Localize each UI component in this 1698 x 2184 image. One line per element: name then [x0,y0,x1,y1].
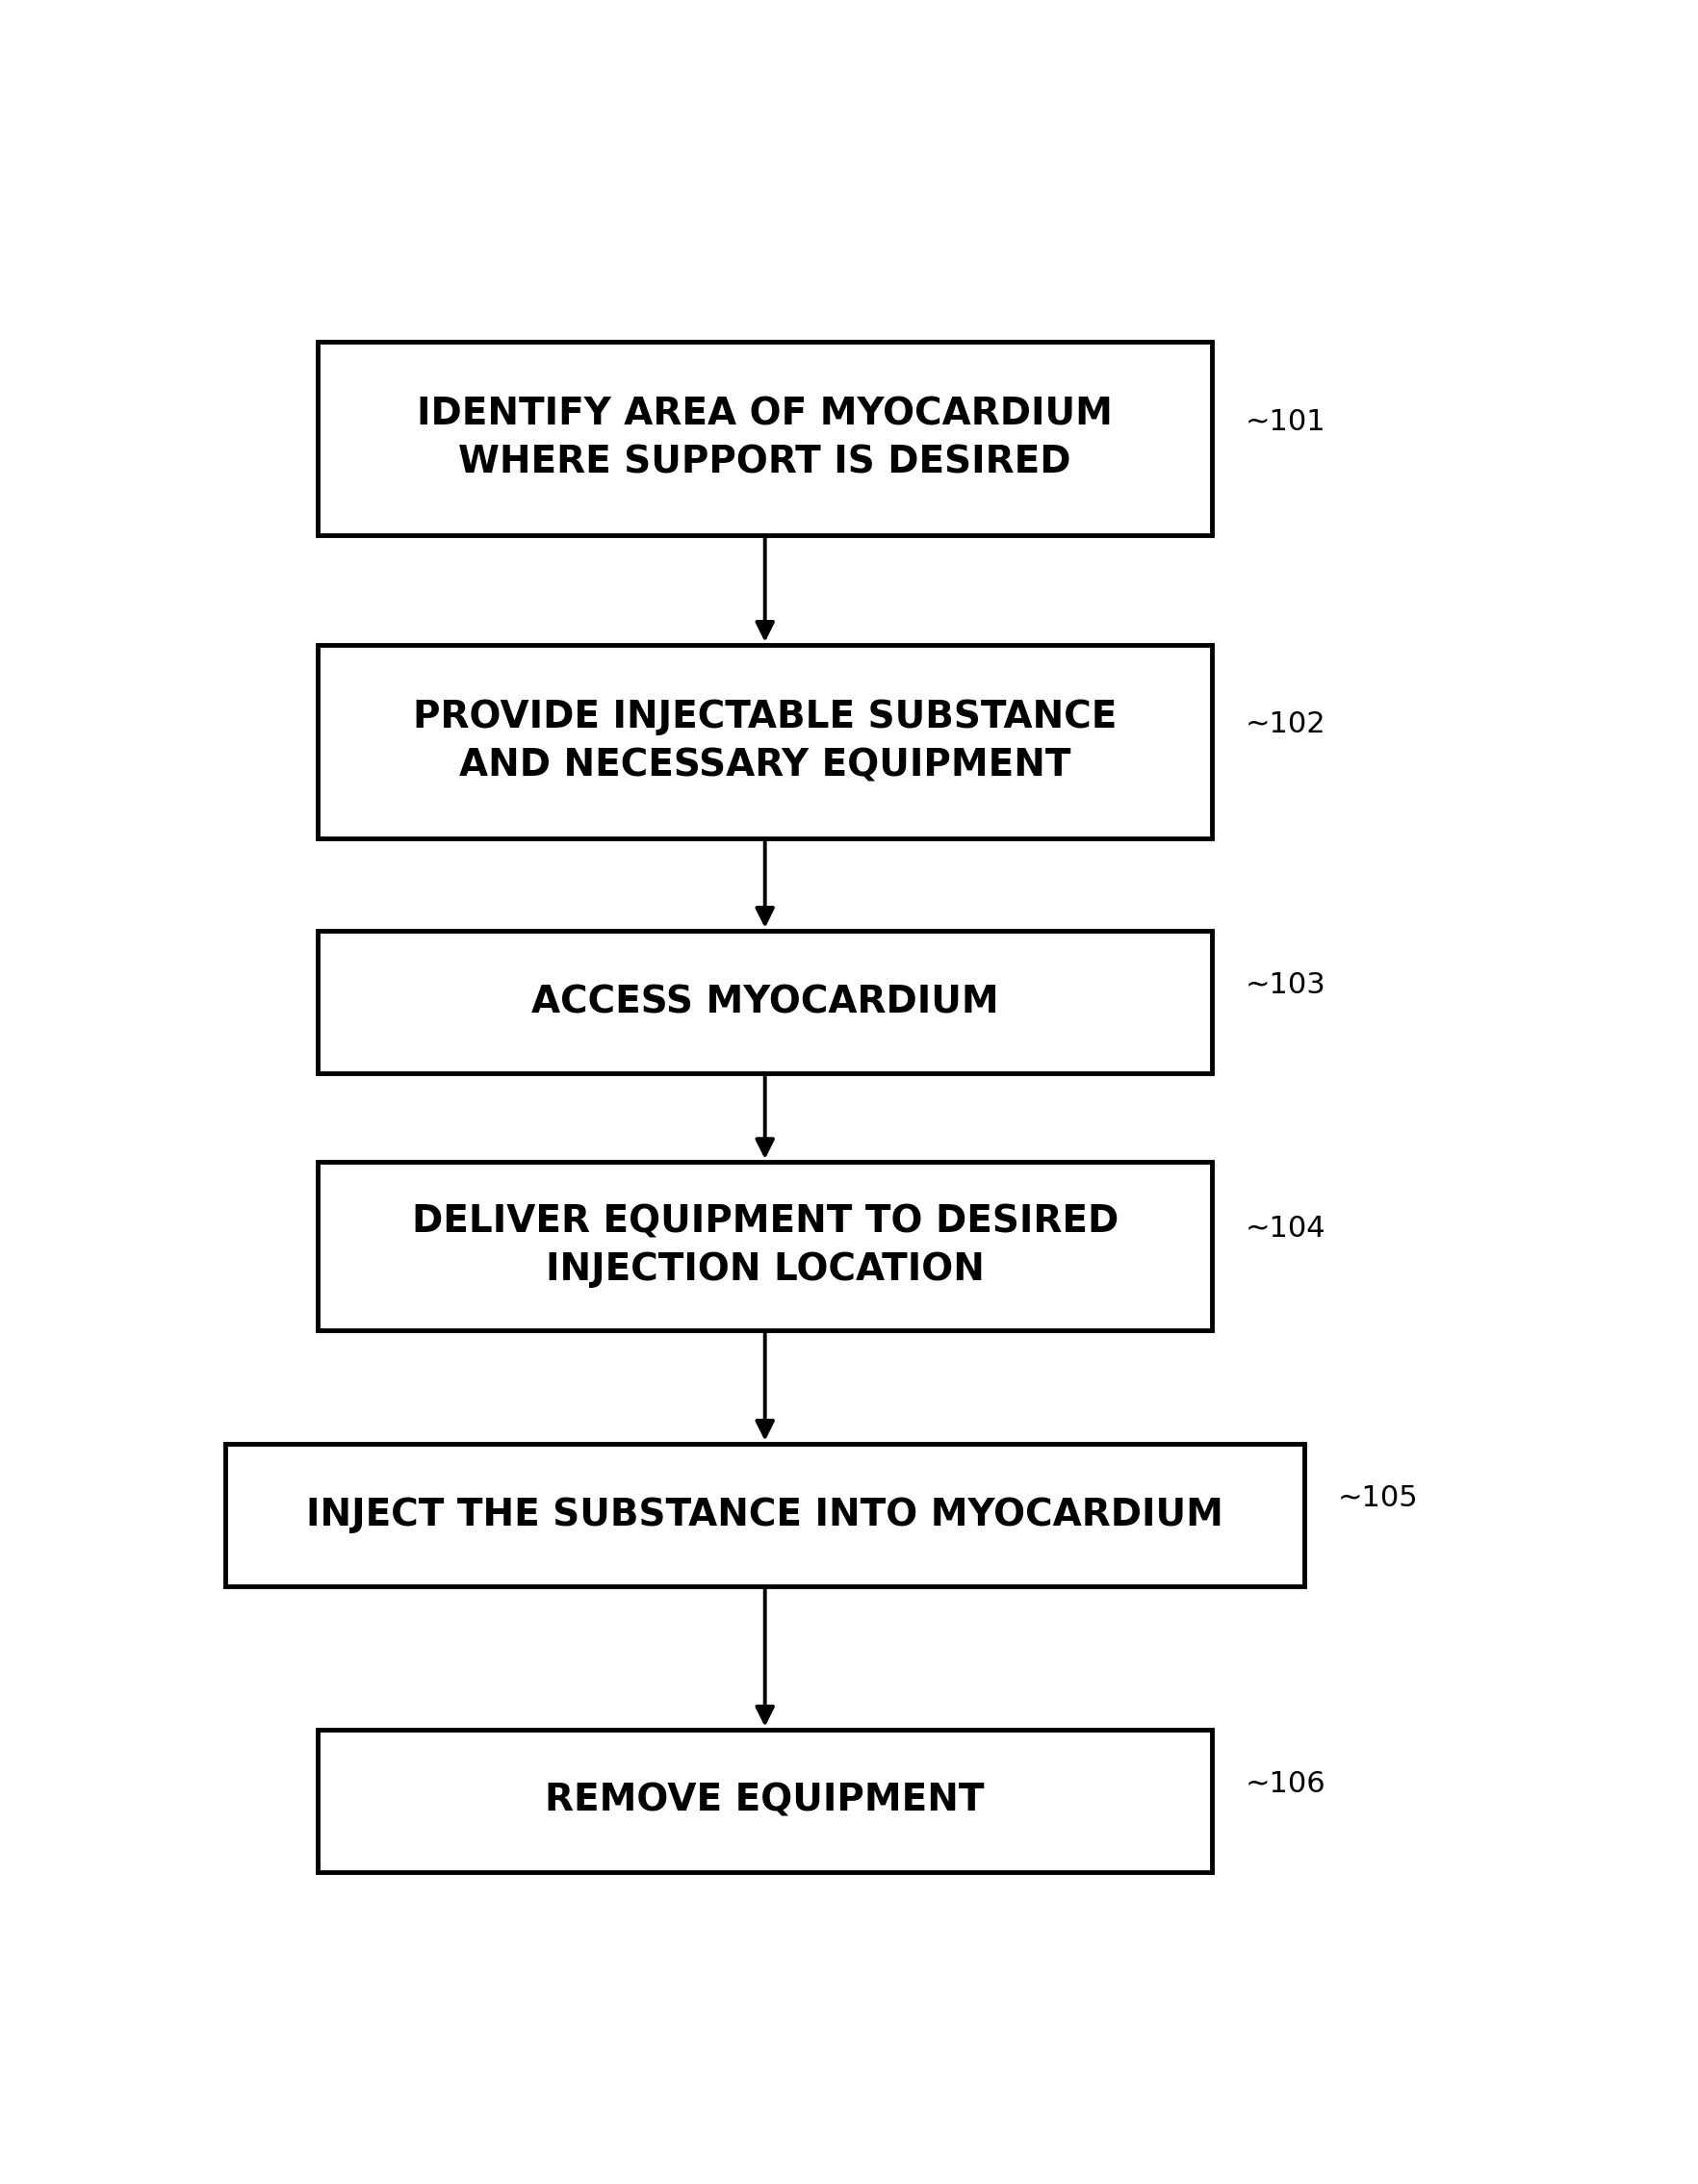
FancyBboxPatch shape [318,644,1212,839]
Text: IDENTIFY AREA OF MYOCARDIUM
WHERE SUPPORT IS DESIRED: IDENTIFY AREA OF MYOCARDIUM WHERE SUPPOR… [418,395,1112,480]
Text: ∼104: ∼104 [1245,1214,1326,1243]
Text: ∼105: ∼105 [1338,1485,1418,1511]
Text: PROVIDE INJECTABLE SUBSTANCE
AND NECESSARY EQUIPMENT: PROVIDE INJECTABLE SUBSTANCE AND NECESSA… [413,699,1117,784]
FancyBboxPatch shape [318,1730,1212,1872]
Text: INJECT THE SUBSTANCE INTO MYOCARDIUM: INJECT THE SUBSTANCE INTO MYOCARDIUM [306,1496,1224,1533]
FancyBboxPatch shape [318,930,1212,1075]
Text: ∼101: ∼101 [1245,408,1326,437]
Text: ∼102: ∼102 [1245,710,1326,738]
Text: ∼103: ∼103 [1245,972,1326,998]
Text: ACCESS MYOCARDIUM: ACCESS MYOCARDIUM [531,983,998,1020]
FancyBboxPatch shape [226,1444,1304,1586]
FancyBboxPatch shape [318,343,1212,535]
Text: DELIVER EQUIPMENT TO DESIRED
INJECTION LOCATION: DELIVER EQUIPMENT TO DESIRED INJECTION L… [411,1203,1119,1289]
FancyBboxPatch shape [318,1162,1212,1330]
Text: ∼106: ∼106 [1245,1769,1326,1797]
Text: REMOVE EQUIPMENT: REMOVE EQUIPMENT [545,1782,985,1819]
